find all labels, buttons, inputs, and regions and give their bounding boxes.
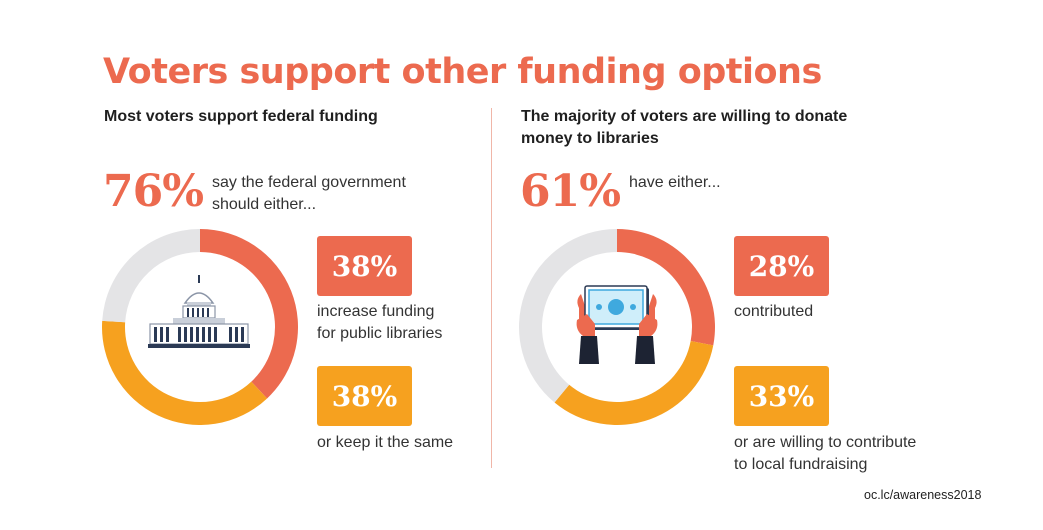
source-link[interactable]: oc.lc/awareness2018 xyxy=(864,488,982,502)
page-title: Voters support other funding options xyxy=(103,52,822,92)
left-headline-line2: should either... xyxy=(212,196,317,213)
left-badge-1-line2: for public libraries xyxy=(317,325,443,342)
right-badge-1: 28% xyxy=(734,236,829,296)
right-badge-2: 33% xyxy=(734,366,829,426)
right-badge-2-line1: or are willing to contribute xyxy=(734,434,917,451)
right-subtitle: The majority of voters are willing to do… xyxy=(521,106,847,150)
right-badge-2-line2: to local fundraising xyxy=(734,456,868,473)
left-headline-percent: 76% xyxy=(103,166,204,217)
left-subtitle: Most voters support federal funding xyxy=(104,108,378,125)
left-badge-2-line1: or keep it the same xyxy=(317,434,454,451)
left-donut-chart xyxy=(102,229,298,425)
right-badge-2-value: 33% xyxy=(748,379,815,413)
right-subtitle-line2: money to libraries xyxy=(521,130,659,147)
right-donut-slice-3 xyxy=(519,229,617,403)
left-badge-1-line1: increase funding xyxy=(317,303,435,320)
left-headline-text: say the federal government should either… xyxy=(212,172,406,216)
left-badge-1: 38% xyxy=(317,236,412,296)
right-badge-1-line1: contributed xyxy=(734,303,814,320)
right-subtitle-line1: The majority of voters are willing to do… xyxy=(521,108,848,125)
left-badge-2: 38% xyxy=(317,366,412,426)
right-headline-line1: have either... xyxy=(629,174,721,191)
right-donut-slice-1 xyxy=(617,229,715,346)
right-badge-2-text: or are willing to contribute to local fu… xyxy=(734,432,916,476)
capitol-building-icon xyxy=(148,275,250,348)
left-badge-2-value: 38% xyxy=(331,379,398,413)
left-donut-slice-1 xyxy=(200,229,298,399)
right-donut-slice-2 xyxy=(554,341,714,425)
left-donut-slice-2 xyxy=(102,320,268,425)
right-donut-chart xyxy=(519,229,715,425)
panel-divider xyxy=(491,108,492,468)
right-badge-1-value: 28% xyxy=(748,249,815,283)
right-headline-percent: 61% xyxy=(520,166,621,217)
left-badge-2-text: or keep it the same xyxy=(317,432,453,454)
right-headline-text: have either... xyxy=(629,172,721,194)
left-headline-line1: say the federal government xyxy=(212,174,406,191)
left-donut-slice-3 xyxy=(102,229,200,323)
left-badge-1-value: 38% xyxy=(331,249,398,283)
left-badge-1-text: increase funding for public libraries xyxy=(317,301,442,345)
hands-holding-money-icon xyxy=(576,285,658,364)
right-badge-1-text: contributed xyxy=(734,301,813,323)
